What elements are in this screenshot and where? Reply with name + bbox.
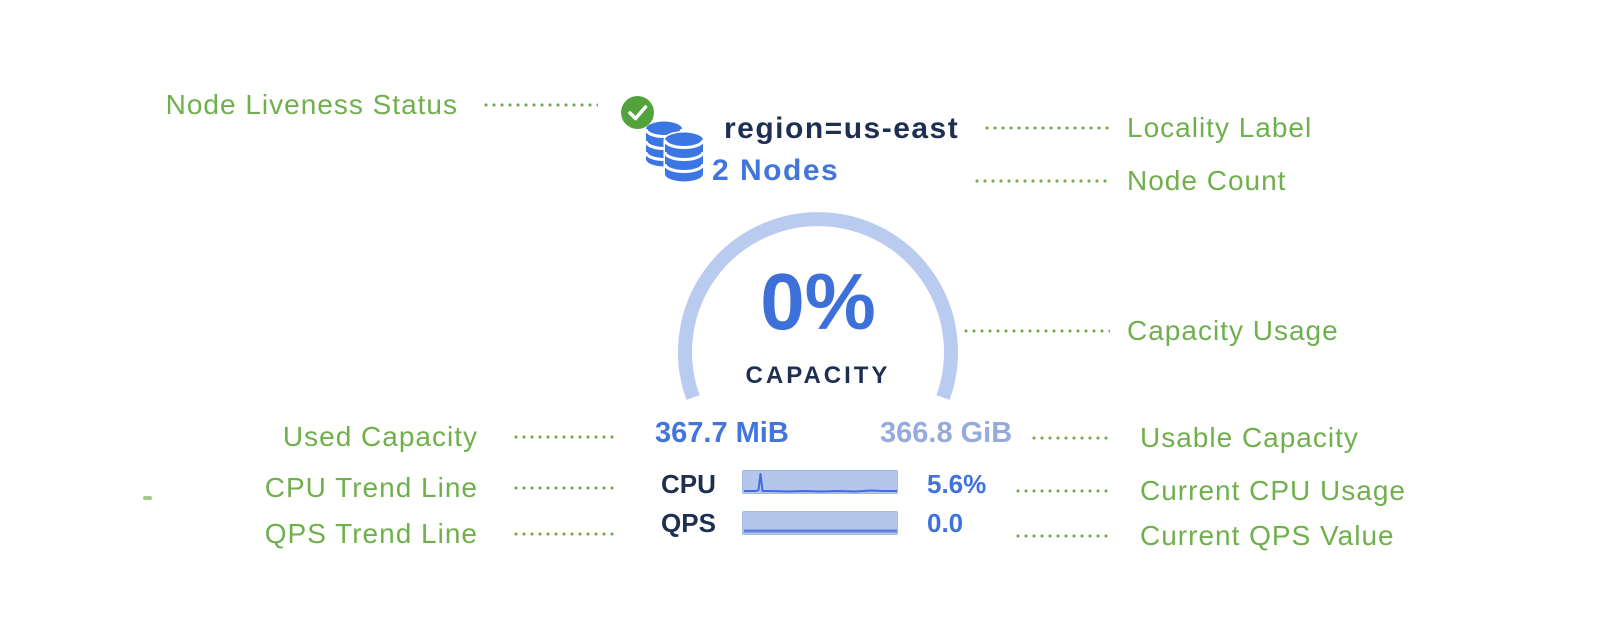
cpu-label: CPU: [661, 469, 716, 499]
annotation-current-qps-value: Current QPS Value: [1140, 520, 1395, 551]
liveness-check-icon: [621, 96, 654, 129]
node-status-widget[interactable]: region=us-east 2 Nodes 0% CAPACITY 367.7…: [600, 90, 1040, 550]
locality-label: region=us-east: [724, 112, 960, 145]
check-icon: [628, 105, 648, 121]
annotation-locality-label: Locality Label: [1127, 112, 1313, 143]
annotation-capacity-usage: Capacity Usage: [1127, 315, 1339, 346]
qps-trend-line-graph: [744, 529, 897, 533]
leader-line-node-count: [973, 179, 1110, 183]
used-capacity-value: 367.7 MiB: [655, 417, 789, 449]
annotation-node-liveness-status: Node Liveness Status: [165, 89, 458, 120]
capacity-percent-value: 0%: [760, 257, 876, 346]
node-count-label: 2 Nodes: [712, 154, 840, 187]
usable-capacity-value: 366.8 GiB: [880, 417, 1013, 449]
cpu-usage-value: 5.6%: [927, 469, 987, 499]
qps-sparkline: [742, 511, 898, 535]
annotation-used-capacity: Used Capacity: [282, 421, 478, 452]
leader-line-qps-trend: [512, 532, 614, 536]
annotation-node-count: Node Count: [1127, 165, 1287, 196]
qps-label: QPS: [661, 508, 716, 538]
annotation-current-cpu-usage: Current CPU Usage: [1140, 475, 1406, 506]
leader-line-locality: [983, 126, 1110, 130]
leader-line-usable-capacity: [1030, 436, 1112, 440]
database-stack-icon: [645, 121, 705, 183]
leader-line-current-cpu: [1014, 489, 1112, 493]
cpu-trend-line-graph: [744, 473, 897, 493]
annotation-qps-trend-line: QPS Trend Line: [264, 518, 478, 549]
capacity-gauge-arc: [678, 212, 958, 400]
leader-line-node-liveness: [482, 103, 598, 107]
annotation-cpu-trend-line: CPU Trend Line: [264, 472, 478, 503]
cpu-sparkline: [742, 470, 898, 494]
leader-line-used-capacity: [512, 435, 614, 439]
leader-line-cpu-trend: [512, 486, 614, 490]
annotation-usable-capacity: Usable Capacity: [1140, 422, 1359, 453]
capacity-word-label: CAPACITY: [745, 362, 891, 389]
leader-line-capacity-usage: [962, 329, 1110, 333]
leader-line-current-qps: [1014, 534, 1112, 538]
stray-dash-mark: [143, 496, 152, 500]
qps-value: 0.0: [927, 508, 964, 538]
